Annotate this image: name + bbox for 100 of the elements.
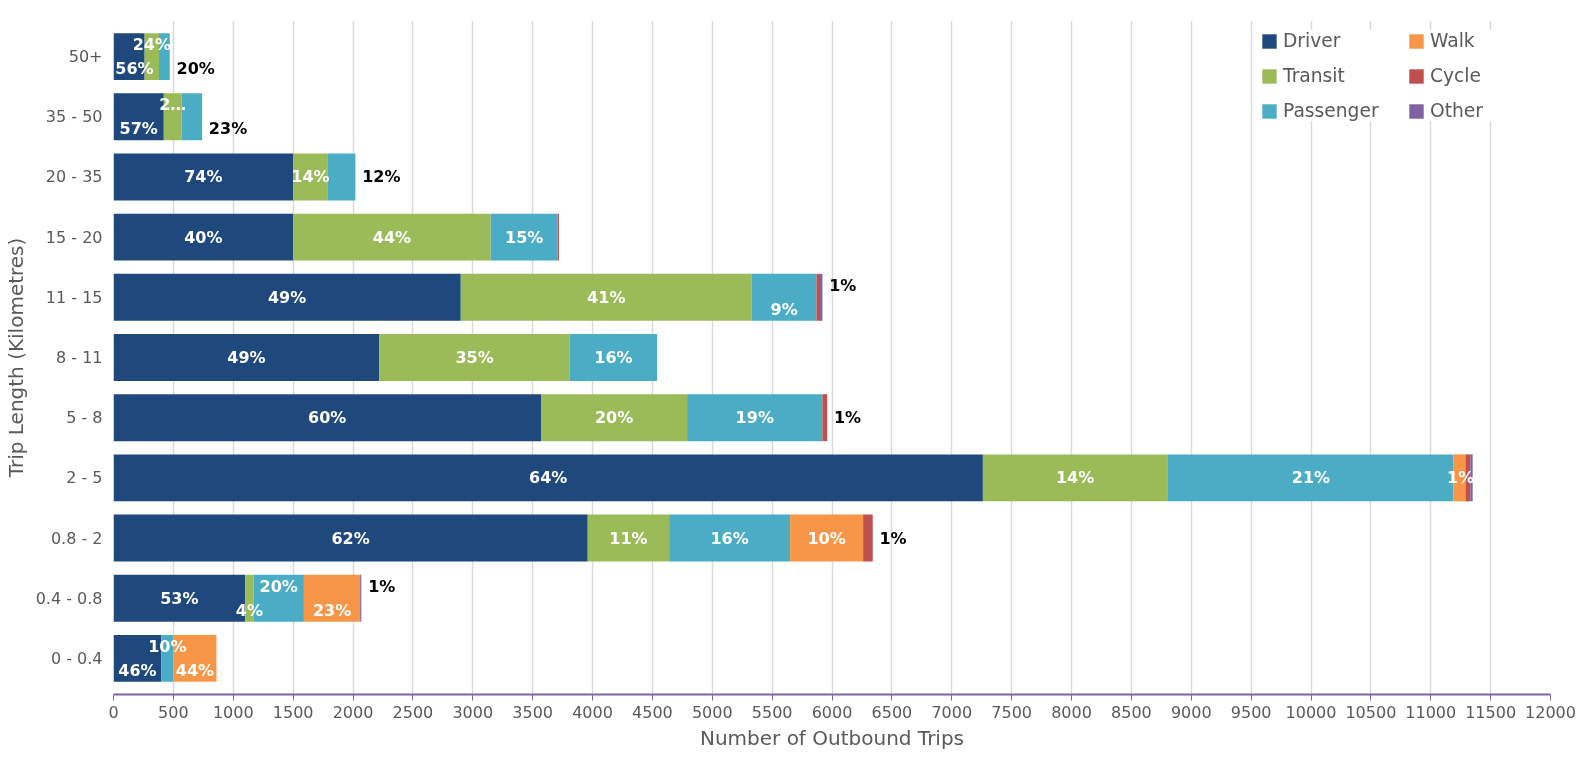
bar bbox=[327, 153, 356, 201]
annotation: 23% bbox=[208, 119, 248, 139]
annotation: 49% bbox=[227, 348, 266, 367]
x-tick-label: 8500 bbox=[1111, 702, 1152, 722]
annotation: 62% bbox=[331, 528, 370, 548]
annotation: 46% bbox=[118, 660, 157, 680]
legend-label: Passenger bbox=[1283, 100, 1380, 121]
bar bbox=[113, 334, 380, 381]
annotation: 57% bbox=[119, 119, 158, 139]
bar bbox=[113, 454, 983, 502]
annotation: 74% bbox=[184, 167, 223, 187]
x-tick-label: 4500 bbox=[632, 702, 673, 722]
x-axis-title: Number of Outbound Trips bbox=[699, 725, 965, 750]
x-tick-label: 1000 bbox=[212, 702, 254, 722]
x-tick-label: 2500 bbox=[392, 702, 434, 722]
y-tick-label: 50+ bbox=[68, 47, 103, 67]
bar bbox=[379, 334, 570, 381]
x-tick-label: 10000 bbox=[1285, 702, 1337, 722]
annotation: 19% bbox=[735, 408, 774, 428]
annotation: 20% bbox=[259, 576, 298, 596]
bar bbox=[822, 394, 828, 442]
annotation: 49% bbox=[267, 287, 307, 307]
x-tick-label: 7000 bbox=[931, 702, 973, 722]
bar bbox=[982, 454, 1168, 502]
x-tick-label: 3000 bbox=[452, 702, 494, 722]
annotation: 44% bbox=[372, 227, 412, 247]
bar bbox=[687, 394, 823, 442]
annotation: 15% bbox=[505, 227, 544, 247]
x-tick-label: 9500 bbox=[1230, 702, 1272, 722]
annotation: 1% bbox=[833, 408, 862, 428]
x-tick-label: 6000 bbox=[811, 702, 853, 722]
x-tick-label: 11000 bbox=[1405, 702, 1457, 722]
annotation: 4% bbox=[235, 600, 264, 620]
legend-label: Driver bbox=[1283, 30, 1342, 51]
bar bbox=[490, 213, 558, 261]
x-tick-label: 4000 bbox=[572, 702, 613, 722]
legend-label: Cycle bbox=[1430, 65, 1482, 86]
x-tick-label: 10500 bbox=[1345, 702, 1397, 722]
annotation: 16% bbox=[594, 348, 633, 367]
bar bbox=[863, 514, 873, 562]
annotation: 20% bbox=[176, 59, 215, 79]
y-tick-label: 5 - 8 bbox=[66, 408, 103, 428]
annotation: 41% bbox=[587, 287, 626, 307]
annotation: 35% bbox=[455, 348, 494, 367]
annotation: 1% bbox=[829, 275, 857, 295]
y-tick-label: 2 - 5 bbox=[66, 468, 103, 488]
x-tick-label: 6500 bbox=[871, 702, 913, 722]
annotation: 11% bbox=[609, 528, 648, 548]
annotation: 1% bbox=[879, 528, 907, 548]
x-tick-label: 500 bbox=[158, 702, 189, 722]
bar bbox=[816, 273, 821, 321]
annotation: 12% bbox=[362, 167, 401, 187]
bar bbox=[751, 273, 817, 321]
legend-label: Other bbox=[1430, 100, 1484, 121]
x-tick-label: 5000 bbox=[691, 702, 733, 722]
x-tick-label: 11500 bbox=[1465, 702, 1517, 722]
bar bbox=[113, 153, 294, 201]
x-tick-label: 8000 bbox=[1051, 702, 1092, 722]
y-tick-label: 0 - 0.4 bbox=[50, 648, 103, 668]
x-tick-label: 9000 bbox=[1170, 702, 1212, 722]
annotation: 60% bbox=[308, 408, 347, 428]
bar bbox=[790, 514, 864, 562]
annotation: 14% bbox=[1055, 468, 1095, 488]
annotation: 23% bbox=[312, 600, 352, 620]
x-tick-label: 12000 bbox=[1525, 702, 1576, 722]
y-tick-label: 0.4 - 0.8 bbox=[35, 588, 103, 608]
bar bbox=[460, 273, 752, 321]
y-axis-title: Trip Length (Kilometres) bbox=[3, 237, 28, 479]
x-tick-label: 5500 bbox=[751, 702, 793, 722]
annotation: 9% bbox=[770, 299, 798, 319]
y-tick-label: 8 - 11 bbox=[56, 348, 103, 367]
x-tick-label: 2000 bbox=[332, 702, 374, 722]
annotation: 53% bbox=[160, 588, 199, 608]
bar bbox=[113, 213, 294, 261]
legend-label: Walk bbox=[1430, 30, 1476, 51]
annotation: 20% bbox=[594, 408, 634, 428]
bar bbox=[113, 273, 461, 321]
bar bbox=[541, 394, 688, 442]
x-tick-label: 3500 bbox=[512, 702, 553, 722]
x-tick-label: 1500 bbox=[272, 702, 314, 722]
bar bbox=[113, 394, 542, 442]
y-tick-label: 15 - 20 bbox=[45, 227, 103, 247]
annotation: 24% bbox=[132, 35, 171, 55]
y-tick-label: 11 - 15 bbox=[45, 287, 103, 307]
bar bbox=[113, 514, 588, 562]
bar bbox=[669, 514, 791, 562]
bar bbox=[569, 334, 658, 381]
annotation: 10% bbox=[807, 528, 846, 548]
annotation: 64% bbox=[529, 468, 568, 488]
annotation: 16% bbox=[710, 528, 749, 548]
x-tick-label: 7500 bbox=[991, 702, 1032, 722]
y-tick-label: 0.8 - 2 bbox=[50, 528, 103, 548]
annotation: 1% bbox=[368, 576, 396, 596]
annotation: 40% bbox=[184, 227, 223, 247]
x-tick-label: 0 bbox=[108, 702, 119, 722]
annotation: 44% bbox=[175, 660, 215, 680]
bar bbox=[587, 514, 670, 562]
annotation: 21% bbox=[1291, 468, 1331, 488]
legend-label: Transit bbox=[1283, 65, 1346, 86]
y-tick-label: 20 - 35 bbox=[45, 167, 103, 187]
